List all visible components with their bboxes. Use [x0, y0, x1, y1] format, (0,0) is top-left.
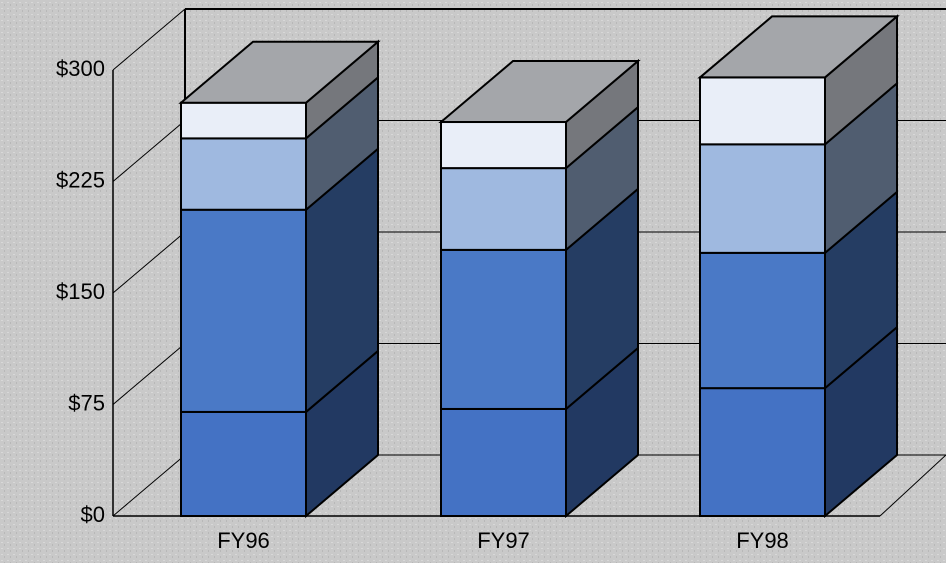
bar-top	[697, 15, 900, 79]
bar-segment	[180, 410, 307, 517]
y-tick-label: $300	[56, 56, 105, 81]
bar-segment	[180, 101, 307, 140]
bar-segment	[699, 251, 826, 390]
bar-segment	[180, 208, 307, 413]
grid-diagonal	[112, 231, 186, 294]
x-tick-label: FY96	[217, 528, 270, 553]
bar-segment	[440, 407, 567, 517]
bar-segment	[180, 137, 307, 211]
bar-segment	[440, 167, 567, 251]
grid-diagonal	[112, 8, 186, 71]
grid-diagonal	[112, 454, 186, 517]
x-tick-label: FY98	[736, 528, 789, 553]
x-tick-label: FY97	[477, 528, 530, 553]
bar-segment	[699, 387, 826, 517]
grid-diagonal	[112, 120, 186, 182]
y-tick-label: $0	[81, 502, 105, 527]
y-tick-label: $75	[68, 390, 105, 415]
bar-segment	[440, 248, 567, 410]
y-tick-label: $150	[56, 279, 105, 304]
bar-segment	[440, 121, 567, 170]
y-tick-label: $225	[56, 167, 105, 192]
bar-top	[438, 60, 641, 124]
bar-segment	[699, 143, 826, 254]
bar-top	[178, 40, 381, 104]
bar-segment	[699, 76, 826, 146]
floor-right	[879, 454, 946, 517]
grid-diagonal	[112, 343, 186, 405]
